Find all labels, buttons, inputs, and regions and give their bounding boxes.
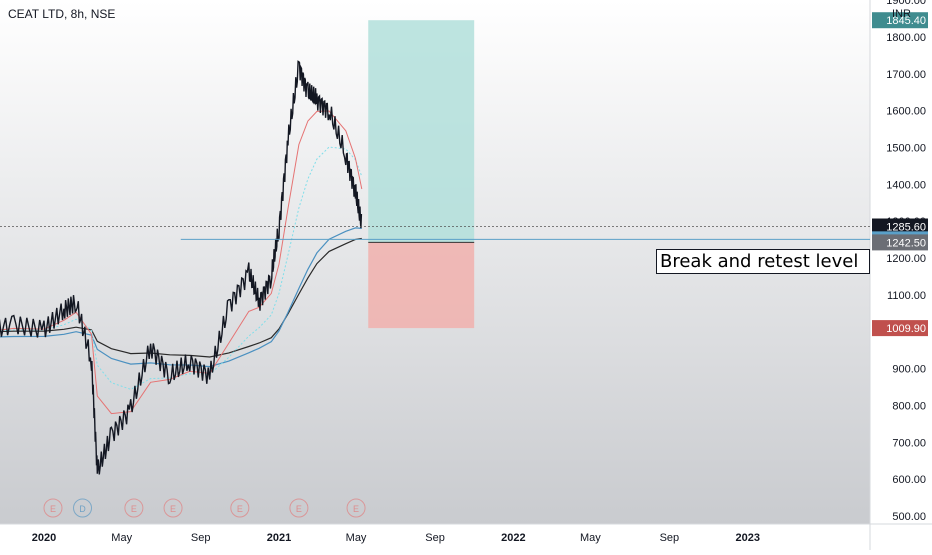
y-tick-label: 900.00 — [892, 364, 926, 376]
y-tick-label: 500.00 — [892, 511, 926, 523]
sma-blue-line — [0, 227, 362, 368]
event-marker — [346, 498, 366, 518]
y-tick-label: 1100.00 — [887, 290, 926, 302]
event-marker — [230, 498, 250, 518]
event-marker — [124, 498, 144, 518]
event-marker-label: E — [50, 504, 56, 514]
price-tag — [872, 320, 928, 337]
time-axis-area — [0, 524, 870, 550]
y-tick-label: 1200.00 — [886, 253, 926, 265]
event-marker — [163, 498, 183, 518]
event-marker — [43, 498, 63, 518]
price-tag — [872, 234, 928, 251]
x-tick-label: 2021 — [267, 532, 291, 544]
event-marker-label: D — [79, 504, 86, 514]
x-tick-label: May — [580, 532, 601, 544]
y-tick-label: 700.00 — [892, 437, 926, 449]
x-tick-label: May — [346, 532, 367, 544]
y-tick-label: 1500.00 — [886, 143, 926, 155]
x-tick-label: 2020 — [32, 532, 56, 544]
x-tick-label: Sep — [660, 532, 680, 544]
price-tag — [872, 12, 928, 29]
event-marker — [289, 498, 309, 518]
price-series-line — [0, 60, 363, 475]
event-marker-label: E — [296, 504, 302, 514]
y-tick-label: 1600.00 — [886, 106, 926, 118]
event-marker-label: E — [353, 504, 359, 514]
sma-200-line — [0, 237, 362, 358]
event-marker-label: E — [131, 504, 137, 514]
annotation-box[interactable]: Break and retest level — [656, 249, 870, 274]
x-tick-label: 2022 — [501, 532, 525, 544]
chart-title: CEAT LTD, 8h, NSE — [8, 7, 116, 21]
target-zone — [368, 20, 475, 243]
y-tick-label: 1700.00 — [886, 69, 926, 81]
event-marker-label: E — [237, 504, 243, 514]
x-tick-label: 2023 — [735, 532, 759, 544]
price-tag-label: 1285.60 — [886, 222, 926, 234]
price-tag — [872, 218, 928, 235]
price-axis-area — [870, 0, 932, 550]
y-tick-label: 600.00 — [892, 474, 926, 486]
y-tick-label: 1900.00 — [886, 0, 926, 7]
price-tag-label: 1009.90 — [886, 323, 926, 335]
stop-zone — [368, 242, 475, 329]
y-tick-label: 1400.00 — [886, 179, 926, 191]
currency-label: INR — [892, 8, 911, 20]
price-tag-label: 1242.50 — [886, 237, 926, 249]
y-tick-label: 1800.00 — [886, 32, 926, 44]
x-tick-label: May — [111, 532, 132, 544]
x-tick-label: Sep — [191, 532, 211, 544]
x-tick-label: Sep — [425, 532, 445, 544]
event-marker-label: E — [170, 504, 176, 514]
price-tag-label: 1845.40 — [886, 15, 926, 27]
y-tick-label: 800.00 — [892, 400, 926, 412]
event-marker — [73, 498, 93, 518]
